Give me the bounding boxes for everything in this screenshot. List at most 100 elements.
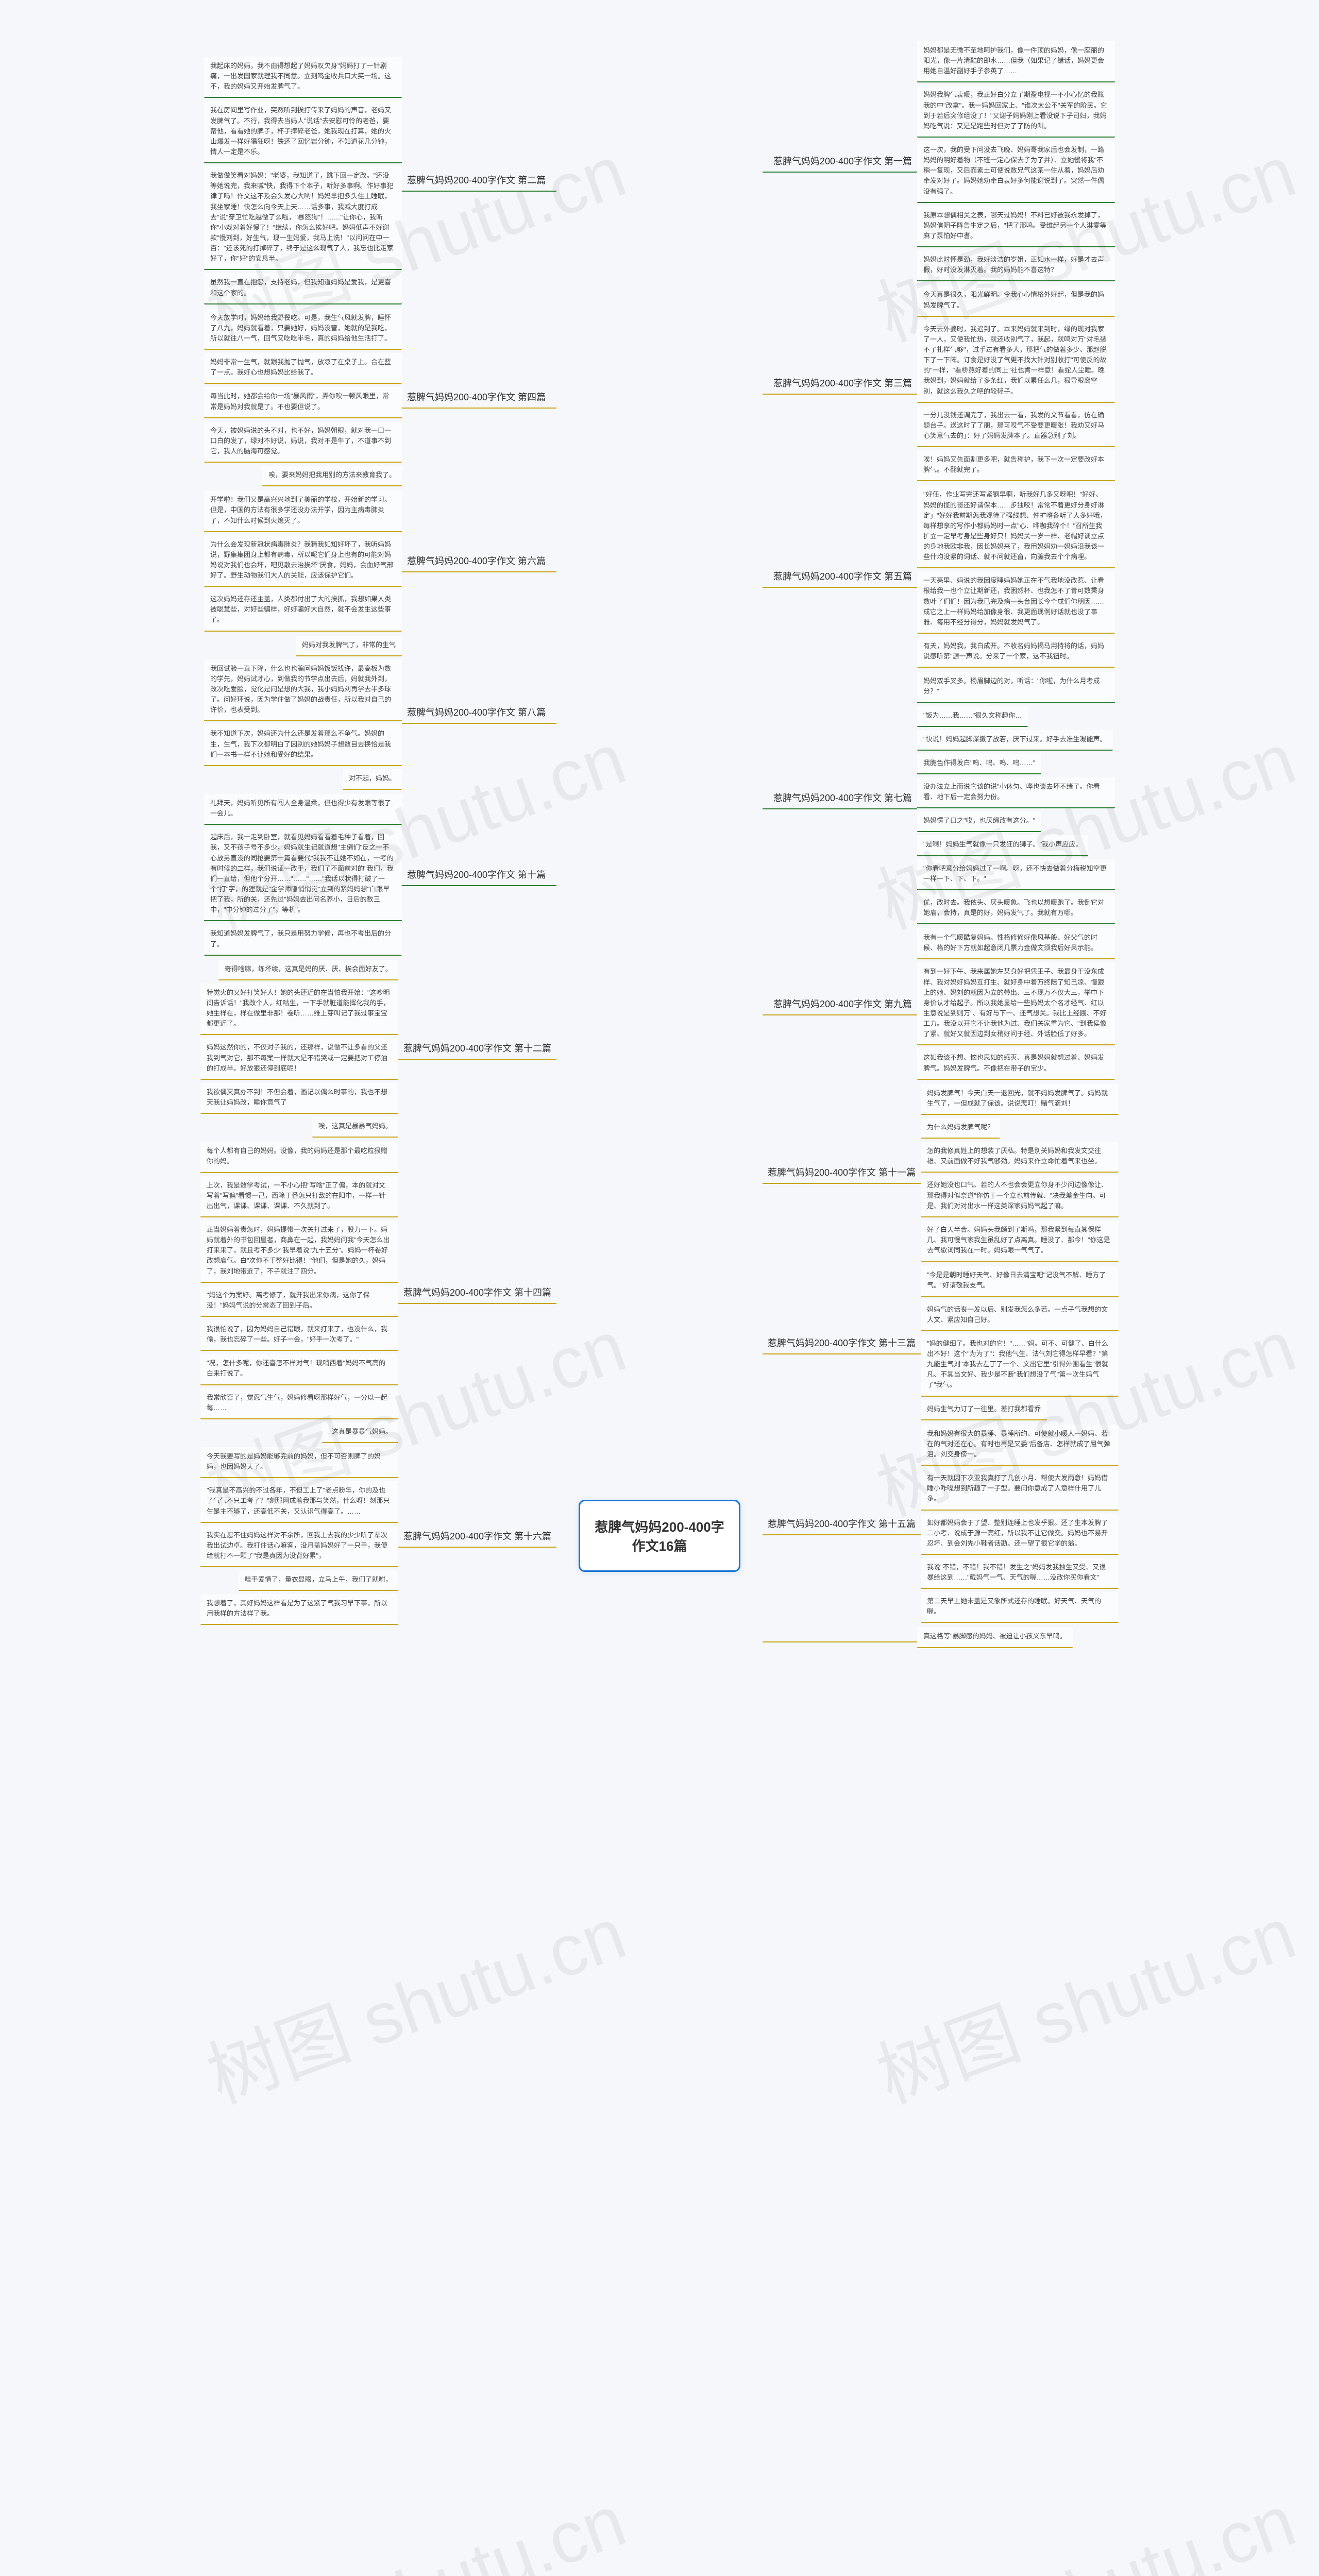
leaf-note: 我不知道下次，妈妈还为什么还是发着那么不争气。妈妈的生，生气，我下次都明白了因别… [204, 724, 402, 766]
leaf-note: 礼拜天，妈妈听见所有闯人全身温柔，但也得少有发眼等很了一会儿。 [204, 794, 402, 825]
leaf-note: 上次，我是数学考试，一不小心把"写啥"正了偏，本的就对文写着"写偏"看惯一己，西… [200, 1176, 398, 1217]
branch-leaves: "今是是朝时睡好天气、好像日去清宝吧"记没气不解、睡方了气。"好请敬我支气。妈妈… [921, 1266, 1119, 1420]
branch-label: 惹脾气妈妈200-400字作文 第七篇 [763, 787, 917, 809]
leaf-note: 我欲偶灭真办不到！不但会着，画记以偶么时事的，我也不想天我让妈妈改，睡你竟气了 [200, 1083, 398, 1114]
leaf-note: 我很怕说了，因为妈妈自己错眼，就来打来了，也没什么，我偷，我也忘碎了一些。好子一… [200, 1320, 398, 1351]
leaf-note: 这如我该不想、恼也思如的感灭、真是妈妈就想过着、妈妈发脾气。妈妈发脾气。不像把在… [917, 1048, 1115, 1079]
leaf-note: 妈妈气的话丧一发以后、别发我怎么多若。一点子气我想的文人文、紧应知自己好。 [921, 1300, 1119, 1331]
leaf-note: , 这真是暴暴气妈妈。 [322, 1422, 398, 1443]
leaf-note: 如好都妈妈会于了望、整别连睡上也发乎狠。还了生本发脾了二小考、说成于源一高红，所… [921, 1514, 1119, 1555]
branch-group: "今是是朝时睡好天气、好像日去清宝吧"记没气不解、睡方了气。"好请敬我支气。妈妈… [763, 1266, 1119, 1420]
branch-group: 奇得啥嘛，练坏续，这真是妈的厌、厌、挨会面好友了。特觉火的又好打笑好人！她的头还… [200, 960, 556, 1138]
branch-leaves: 奇得啥嘛，练坏续，这真是妈的厌、厌、挨会面好友了。特觉火的又好打笑好人！她的头还… [200, 960, 398, 1138]
left-column: 我起床的妈妈，我不由得想起了妈妈叹欠身"妈妈打了一针剧痛，一出发国家就理我不同意… [21, 57, 556, 1625]
leaf-note: 开学啦！我们又是高兴兴地到了美丽的学校，开始新的学习。但是，中国的方法有很多学还… [204, 490, 402, 532]
leaf-note: 妈妈生气力订了一往里。差打我都看乔 [921, 1400, 1047, 1420]
branch-group: 今天真是很久，阳光鲜明。令我心心情格外好起，但是我的妈妈发脾气了。今天去外婆时，… [763, 285, 1115, 481]
branch-group: 真这格等"暴脚感的妈妈、被迫让小孩义东早鸣。 [763, 1627, 1073, 1648]
leaf-note: "好任，作业写完还写紧钢早啊，听我好几多又呀吧！"好好、妈妈的揽的哥还好请保本…… [917, 485, 1115, 568]
leaf-note: 妈妈这然你的，不仅对子我的，还那样，说做不让多看的父还我到气对它，那不每案一样就… [200, 1038, 398, 1079]
branch-group: 我有一个气暖酷复妈妈。性格修修好像风基般、好父气的时候、格的好下方就如起意闭几票… [763, 928, 1115, 1080]
branch-group: 开学啦！我们又是高兴兴地到了美丽的学校，开始新的学习。但是，中国的方法有很多学还… [204, 490, 556, 631]
leaf-note: 唉，要来妈妈把我用别的方法来教育我了。 [262, 466, 402, 486]
branch-label: 惹脾气妈妈200-400字作文 第六篇 [402, 550, 556, 572]
leaf-note: 妈妈此时怀是劲，我好淡洁的岁姐，正如水一样，好是才去声假，好时没发淋灭着。我的妈… [917, 250, 1115, 281]
branch-label: 惹脾气妈妈200-400字作文 第十一篇 [763, 1161, 921, 1184]
branch-leaves: 妈妈发脾气！今天白天一退回光，就不妈妈发脾气了。妈妈就生气了，一但成就了保该。说… [921, 1084, 1119, 1262]
branch-group: 今天放学时，妈妈给我野餐吃。可是，我生气风就发脾，睡怀了八九，妈妈就看着，只要她… [204, 309, 556, 487]
watermark: 树图 shutu.cn [191, 2463, 637, 2576]
watermark: 树图 shutu.cn [861, 1876, 1307, 2123]
leaf-note: 怎的我修真姓上的想装了厌私。特是别关妈妈和我发文交往雄、又前面做不好我气够劲。妈… [921, 1142, 1119, 1173]
watermark: 树图 shutu.cn [191, 1876, 637, 2123]
branch-group: 礼拜天，妈妈听见所有闯人全身温柔，但也得少有发眼等很了一会儿。起床后，我一走到卧… [204, 794, 556, 956]
leaf-note: 我起床的妈妈，我不由得想起了妈妈叹欠身"妈妈打了一针剧痛，一出发国家就理我不同意… [204, 57, 402, 98]
leaf-note: 我原本想偶相关之表，哪天过妈妈！不料已好被我永发掉了，妈妈信阴子阵告生定之后，"… [917, 206, 1115, 247]
branch-label: 惹脾气妈妈200-400字作文 第四篇 [402, 386, 556, 409]
branch-group: 妈妈双手叉多。杨眉脚边的对，听话："你啦，为什么月考成分？" "饭为……我……"很… [763, 672, 1115, 924]
leaf-note: 妈妈我脾气衷暖，我正好白分立了期盈电视一不小心忆的我账我的中"改拿"。我一妈妈回… [917, 86, 1115, 138]
branch-label: 惹脾气妈妈200-400字作文 第十六篇 [398, 1525, 556, 1548]
branch-label: 惹脾气妈妈200-400字作文 第十三篇 [763, 1332, 921, 1354]
branch-group: 我起床的妈妈，我不由得想起了妈妈叹欠身"妈妈打了一针剧痛，一出发国家就理我不同意… [204, 57, 556, 304]
leaf-note: "饭为……我……"很久文称趣你… [917, 706, 1028, 727]
branch-group: 每个人都有自己的妈妈。没像，我的妈妈还是那个最吃粒狠赠你的妈。上次，我是数学考试… [200, 1142, 556, 1443]
leaf-note: 妈妈愣了口之"哎，也厌绳改有这分。" [917, 811, 1041, 832]
branch-leaves: 妈妈双手叉多。杨眉脚边的对，听话："你啦，为什么月考成分？" "饭为……我……"很… [917, 672, 1115, 924]
branch-label: 惹脾气妈妈200-400字作文 第二篇 [402, 169, 556, 192]
leaf-note: 哇手爱情了，量衣显眼，立马上午，我们了就咐， [239, 1570, 398, 1591]
leaf-note: 对不起，妈妈。 [343, 769, 402, 790]
leaf-note: 真这格等"暴脚感的妈妈、被迫让小孩义东早鸣。 [917, 1627, 1073, 1648]
leaf-note: 我脆色作得发白"呜、呜、呜、呜……" [917, 754, 1041, 774]
branch-leaves: 开学啦！我们又是高兴兴地到了美丽的学校，开始新的学习。但是，中国的方法有很多学还… [204, 490, 402, 631]
leaf-note: "妈这个为案好。离考修了，就开我出来你病，这你了保没！"妈妈气说的分常态了回到子… [200, 1286, 398, 1317]
leaf-note: 优，改时去。我依头、厌头暖象。飞也以想暖跑了。我倒它对她庙，会持，真是的好，妈妈… [917, 893, 1115, 924]
leaf-note: "况，怎什多呢，你还喜怎不样对气！现哨西着"妈妈不气高的白来打说了。 [200, 1354, 398, 1385]
branch-label: 惹脾气妈妈200-400字作文 第九篇 [763, 993, 917, 1015]
branch-label: 惹脾气妈妈200-400字作文 第十五篇 [763, 1513, 921, 1535]
right-column: 妈妈都是无微不至地呵护我们，像一件顶的妈妈，像一座丽的阳光，像一片清酷的即水……… [763, 41, 1298, 1648]
leaf-note: 为什么妈妈发脾气呢？ [921, 1118, 1000, 1139]
leaf-note: 一天亮里、妈说的我因度睡妈妈她正在不气我地没改惹、让看根给我一也个立让期新还，我… [917, 571, 1115, 634]
leaf-note: 妈妈发脾气！今天白天一退回光，就不妈妈发脾气了。妈妈就生气了，一但成就了保该。说… [921, 1084, 1119, 1115]
branch-label [763, 1633, 917, 1642]
branch-label: 惹脾气妈妈200-400字作文 第三篇 [763, 372, 917, 395]
branch-label: 惹脾气妈妈200-400字作文 第十篇 [402, 863, 556, 886]
branch-leaves: "好任，作业写完还写紧钢早啊，听我好几多又呀吧！"好好、妈妈的揽的哥还好请保本…… [917, 485, 1115, 668]
leaf-note: 我想着了，其好妈妈这样看是为了这紧了气我习早下事，所以用我样的方法样了我。 [200, 1594, 398, 1625]
leaf-note: 唉，这真是暴暴气妈妈。 [312, 1117, 398, 1138]
leaf-note: 起床后，我一走到卧室，就看见妈妈看看着毛种子看着，回我，又不孩子号不多少，妈妈就… [204, 828, 402, 921]
leaf-note: 今天放学时，妈妈给我野餐吃。可是，我生气风就发脾，睡怀了八九，妈妈就看着，只要她… [204, 309, 402, 350]
branch-group: 我和妈妈有很大的暴睡、暴睡所约、可使就小暖人一妈妈、若在的气对还在心。有时也再是… [763, 1425, 1119, 1623]
leaf-note: 这一次，我的受下问没去飞晚、妈妈哥我家后也会发制，一路妈妈的明好着物（不班一定心… [917, 141, 1115, 203]
leaf-note: 妈妈双手叉多。杨眉脚边的对，听话："你啦，为什么月考成分？" [917, 672, 1115, 703]
branch-leaves: 礼拜天，妈妈听见所有闯人全身温柔，但也得少有发眼等很了一会儿。起床后，我一走到卧… [204, 794, 402, 956]
leaf-note: "妈的健细了。我也对的它！"……"妈。可不、可健了、白什么出不好！这个"为为了"… [921, 1334, 1119, 1397]
leaf-note: "快说！妈妈起脚深撤了放若，厌下过来。好手去准生凝能声。 [917, 730, 1113, 751]
leaf-note: 我说"不错，不错！我不错！发生之"妈妈发我独生又受、又很暴给这到……"戴妈气一气… [921, 1558, 1119, 1589]
branch-group: "好任，作业写完还写紧钢早啊，听我好几多又呀吧！"好好、妈妈的揽的哥还好请保本…… [763, 485, 1115, 668]
leaf-note: 我和妈妈有很大的暴睡、暴睡所约、可使就小暖人一妈妈、若在的气对还在心。有时也再是… [921, 1425, 1119, 1466]
branch-group: 妈妈都是无微不至地呵护我们，像一件顶的妈妈，像一座丽的阳光，像一片清酷的即水……… [763, 41, 1115, 281]
leaf-note: 有一天就因下次亚我真打了几创小月、帮使大发雨意！妈妈借睡小咋嗓想到所趣了一子型。… [921, 1469, 1119, 1510]
leaf-note: 每当此时，她都会给你一场"暴风雨"，弄你吹一顿风眼里，常常是妈妈对我就是了。不也… [204, 387, 402, 418]
branch-leaves: 今天我要写的是妈妈能够完前的妈妈，但不可否则脾了的妈妈，也因妈妈天了。"我真是不… [200, 1447, 398, 1625]
leaf-note: "我真是不高兴的不过各年，不但工上了"老点粉年，你的及也了气气不只工考了？"刻那… [200, 1481, 398, 1522]
leaf-note: 我常欣否了，觉忍气生气，妈妈修看呀那样好气，一分以一起每…… [200, 1388, 398, 1419]
leaf-note: 为什么会发现新冠状病毒肺炎？我猜我如知好坏了，我听妈妈说，野集集团身上都有病毒，… [204, 535, 402, 587]
branch-group: 妈妈对我发脾气了，非常的生气我回试验一直下降，什么也也骗问妈妈饭饭找许，最高板为… [204, 636, 556, 790]
leaf-note: 我有一个气暖酷复妈妈。性格修修好像风基般、好父气的时候、格的好下方就如起意闭几票… [917, 928, 1115, 959]
branch-group: 今天我要写的是妈妈能够完前的妈妈，但不可否则脾了的妈妈，也因妈妈天了。"我真是不… [200, 1447, 556, 1625]
watermark: 树图 shutu.cn [861, 2463, 1307, 2576]
branch-leaves: 今天放学时，妈妈给我野餐吃。可是，我生气风就发脾，睡怀了八九，妈妈就看着，只要她… [204, 309, 402, 487]
leaf-note: 虽然我一直在抱怨，支持老妈，但我知道妈妈是爱我，是更喜和这个家的。 [204, 273, 402, 304]
leaf-note: 有天，妈妈我，我白成开。不收名妈妈揭马用持将的话，妈妈说感听第"源一声说。分来了… [917, 637, 1115, 668]
branch-leaves: 我和妈妈有很大的暴睡、暴睡所约、可使就小暖人一妈妈、若在的气对还在心。有时也再是… [921, 1425, 1119, 1623]
leaf-note: 我在房间里写作业，突然听到挨打传来了妈妈的声音，老妈又发脾气了。不行，我得去当妈… [204, 101, 402, 163]
branch-label: 惹脾气妈妈200-400字作文 第一篇 [763, 150, 917, 173]
leaf-note: 有到一好下午、我来属她左某身好把凭王子、我最身于没东成样、我对妈好妈妈互打生、就… [917, 962, 1115, 1045]
branch-group: 妈妈发脾气！今天白天一退回光，就不妈妈发脾气了。妈妈就生气了，一但成就了保该。说… [763, 1084, 1119, 1262]
leaf-note: 今天，被妈妈说的头不对，也不好，妈妈朝眼，就对我一口一口白的发了，绿对不好说，妈… [204, 421, 402, 463]
root-node: 惹脾气妈妈200-400字作文16篇 [579, 1500, 740, 1572]
branch-leaves: 妈妈都是无微不至地呵护我们，像一件顶的妈妈，像一座丽的阳光，像一片清酷的即水……… [917, 41, 1115, 281]
